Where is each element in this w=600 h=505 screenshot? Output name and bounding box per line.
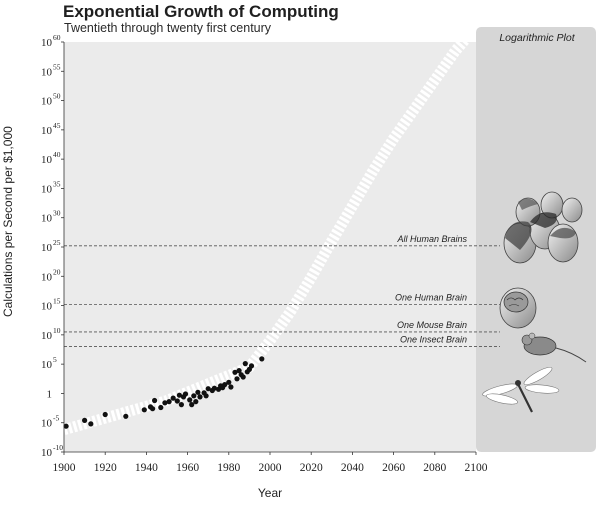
- data-point: [242, 361, 248, 367]
- data-point: [176, 392, 182, 398]
- human-heads-illustration: [503, 191, 583, 264]
- y-tick-label: 10: [41, 359, 53, 371]
- data-point: [158, 404, 164, 411]
- data-point: [170, 395, 176, 401]
- dragonfly-illustration: [482, 366, 560, 413]
- y-tick-label: 10: [41, 66, 53, 78]
- y-axis-label: Calculations per Second per $1,000: [1, 126, 15, 317]
- data-point: [195, 389, 201, 395]
- data-point: [248, 363, 255, 369]
- y-tick-exponent: 15: [53, 297, 61, 306]
- x-tick-label: 2040: [341, 462, 364, 474]
- x-tick-label: 1960: [176, 462, 199, 474]
- data-point: [222, 382, 228, 388]
- data-point: [82, 417, 88, 423]
- data-point: [191, 393, 197, 399]
- mouse-illustration: [521, 332, 587, 363]
- y-tick-label: 10: [41, 154, 53, 166]
- x-tick-label: 2000: [259, 462, 282, 474]
- data-point: [150, 406, 156, 412]
- data-point: [123, 413, 129, 419]
- chart-title: Exponential Growth of Computing: [63, 2, 339, 21]
- y-tick-exponent: 50: [53, 92, 61, 101]
- y-tick-exponent: 40: [53, 150, 61, 159]
- data-point: [162, 400, 168, 406]
- x-tick-label: 2060: [382, 462, 405, 474]
- y-tick-label: 10: [41, 447, 53, 459]
- y-tick-exponent: 5: [53, 355, 57, 364]
- y-tick-label: 10: [41, 125, 53, 137]
- chart-subtitle: Twentieth through twenty first century: [64, 21, 272, 35]
- y-tick-exponent: 55: [53, 62, 61, 71]
- reference-line-label: One Mouse Brain: [397, 320, 467, 330]
- data-point: [63, 423, 69, 429]
- data-point: [203, 393, 209, 399]
- x-tick-label: 1920: [94, 462, 117, 474]
- y-tick-label: 10: [41, 183, 53, 195]
- y-tick-label: 10: [41, 213, 53, 225]
- y-tick-label: 10: [41, 37, 53, 49]
- data-point: [236, 368, 242, 374]
- y-tick-label: 10: [41, 301, 53, 313]
- y-tick-exponent: 45: [53, 121, 61, 130]
- x-tick-label: 1900: [53, 462, 76, 474]
- data-point: [166, 399, 172, 405]
- y-tick-exponent: 30: [53, 209, 61, 218]
- reference-line-label: One Insect Brain: [400, 335, 467, 345]
- y-tick-label: 10: [41, 242, 53, 254]
- x-tick-label: 2100: [465, 462, 488, 474]
- y-tick-label: 1: [47, 388, 53, 400]
- y-tick-label: 10: [41, 330, 53, 342]
- data-point: [226, 379, 232, 385]
- data-point: [193, 399, 199, 405]
- data-point: [102, 411, 108, 418]
- x-tick-label: 2020: [300, 462, 323, 474]
- trend-band: [62, 35, 470, 435]
- data-point: [211, 385, 217, 391]
- data-point: [182, 391, 189, 397]
- x-tick-label: 1940: [135, 462, 158, 474]
- y-tick-exponent: -10: [53, 443, 63, 452]
- data-point: [197, 394, 203, 400]
- y-tick-label: 10: [41, 418, 53, 430]
- data-point: [240, 374, 246, 380]
- data-point: [232, 369, 238, 375]
- y-tick-exponent: 25: [53, 238, 61, 247]
- data-point: [141, 407, 147, 413]
- data-point: [234, 376, 240, 382]
- data-point: [178, 402, 184, 408]
- y-tick-exponent: 20: [53, 267, 61, 276]
- y-tick-exponent: 60: [53, 33, 61, 42]
- x-tick-label: 2080: [423, 462, 446, 474]
- y-tick-exponent: 35: [53, 179, 61, 188]
- reference-line-label: One Human Brain: [395, 292, 467, 302]
- x-axis-label: Year: [257, 486, 283, 500]
- human-brain-illustration: [499, 287, 537, 329]
- x-tick-label: 1980: [217, 462, 240, 474]
- y-tick-exponent: -5: [53, 414, 59, 423]
- data-point: [174, 398, 180, 404]
- data-point: [205, 386, 211, 392]
- y-tick-exponent: 10: [53, 326, 61, 335]
- data-point: [228, 384, 234, 390]
- data-point: [152, 397, 158, 404]
- y-tick-label: 10: [41, 96, 53, 108]
- y-tick-label: 10: [41, 271, 53, 283]
- data-point: [187, 397, 193, 403]
- logarithmic-plot-label: Logarithmic Plot: [499, 32, 575, 44]
- data-point: [259, 356, 265, 362]
- data-point: [88, 421, 94, 427]
- reference-line-label: All Human Brains: [396, 234, 467, 244]
- data-point: [189, 402, 195, 408]
